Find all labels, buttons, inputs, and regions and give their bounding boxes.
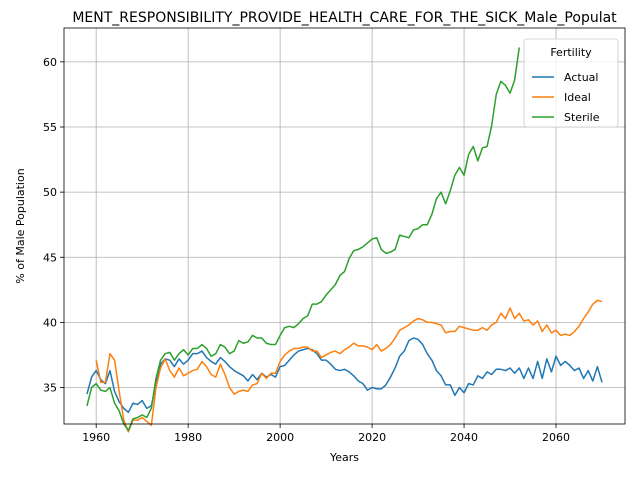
y-tick-label: 45 — [43, 251, 57, 264]
x-tick-label: 1960 — [82, 431, 110, 444]
legend-box — [523, 38, 619, 128]
series-line-sterile — [86, 47, 520, 432]
legend-label-sterile: Sterile — [564, 111, 600, 124]
x-tick-label: 2020 — [358, 431, 386, 444]
x-axis-label: Years — [329, 451, 359, 464]
legend-items: Actual Ideal Sterile — [532, 71, 600, 124]
x-tick-label: 2000 — [266, 431, 294, 444]
chart-title: MENT_RESPONSIBILITY_PROVIDE_HEALTH_CARE_… — [72, 10, 617, 26]
series-line-ideal — [95, 299, 603, 433]
x-tick-label: 2040 — [450, 431, 478, 444]
y-axis-ticks: 35 40 45 50 55 60 — [43, 56, 64, 395]
legend-title: Fertility — [550, 46, 592, 59]
series-line-actual — [86, 337, 603, 414]
x-axis-ticks: 1960 1980 2000 2020 2040 2060 — [82, 424, 570, 444]
x-tick-label: 1980 — [174, 431, 202, 444]
legend: Fertility Actual Ideal Sterile — [523, 38, 619, 128]
y-tick-label: 40 — [43, 316, 57, 329]
y-tick-label: 55 — [43, 121, 57, 134]
legend-label-ideal: Ideal — [564, 91, 591, 104]
series-lines — [86, 47, 603, 433]
y-tick-label: 60 — [43, 56, 57, 69]
y-tick-label: 50 — [43, 186, 57, 199]
legend-label-actual: Actual — [564, 71, 598, 84]
plot-frame — [63, 27, 626, 425]
x-tick-label: 2060 — [542, 431, 570, 444]
y-axis-label: % of Male Population — [14, 168, 27, 283]
y-tick-label: 35 — [43, 382, 57, 395]
